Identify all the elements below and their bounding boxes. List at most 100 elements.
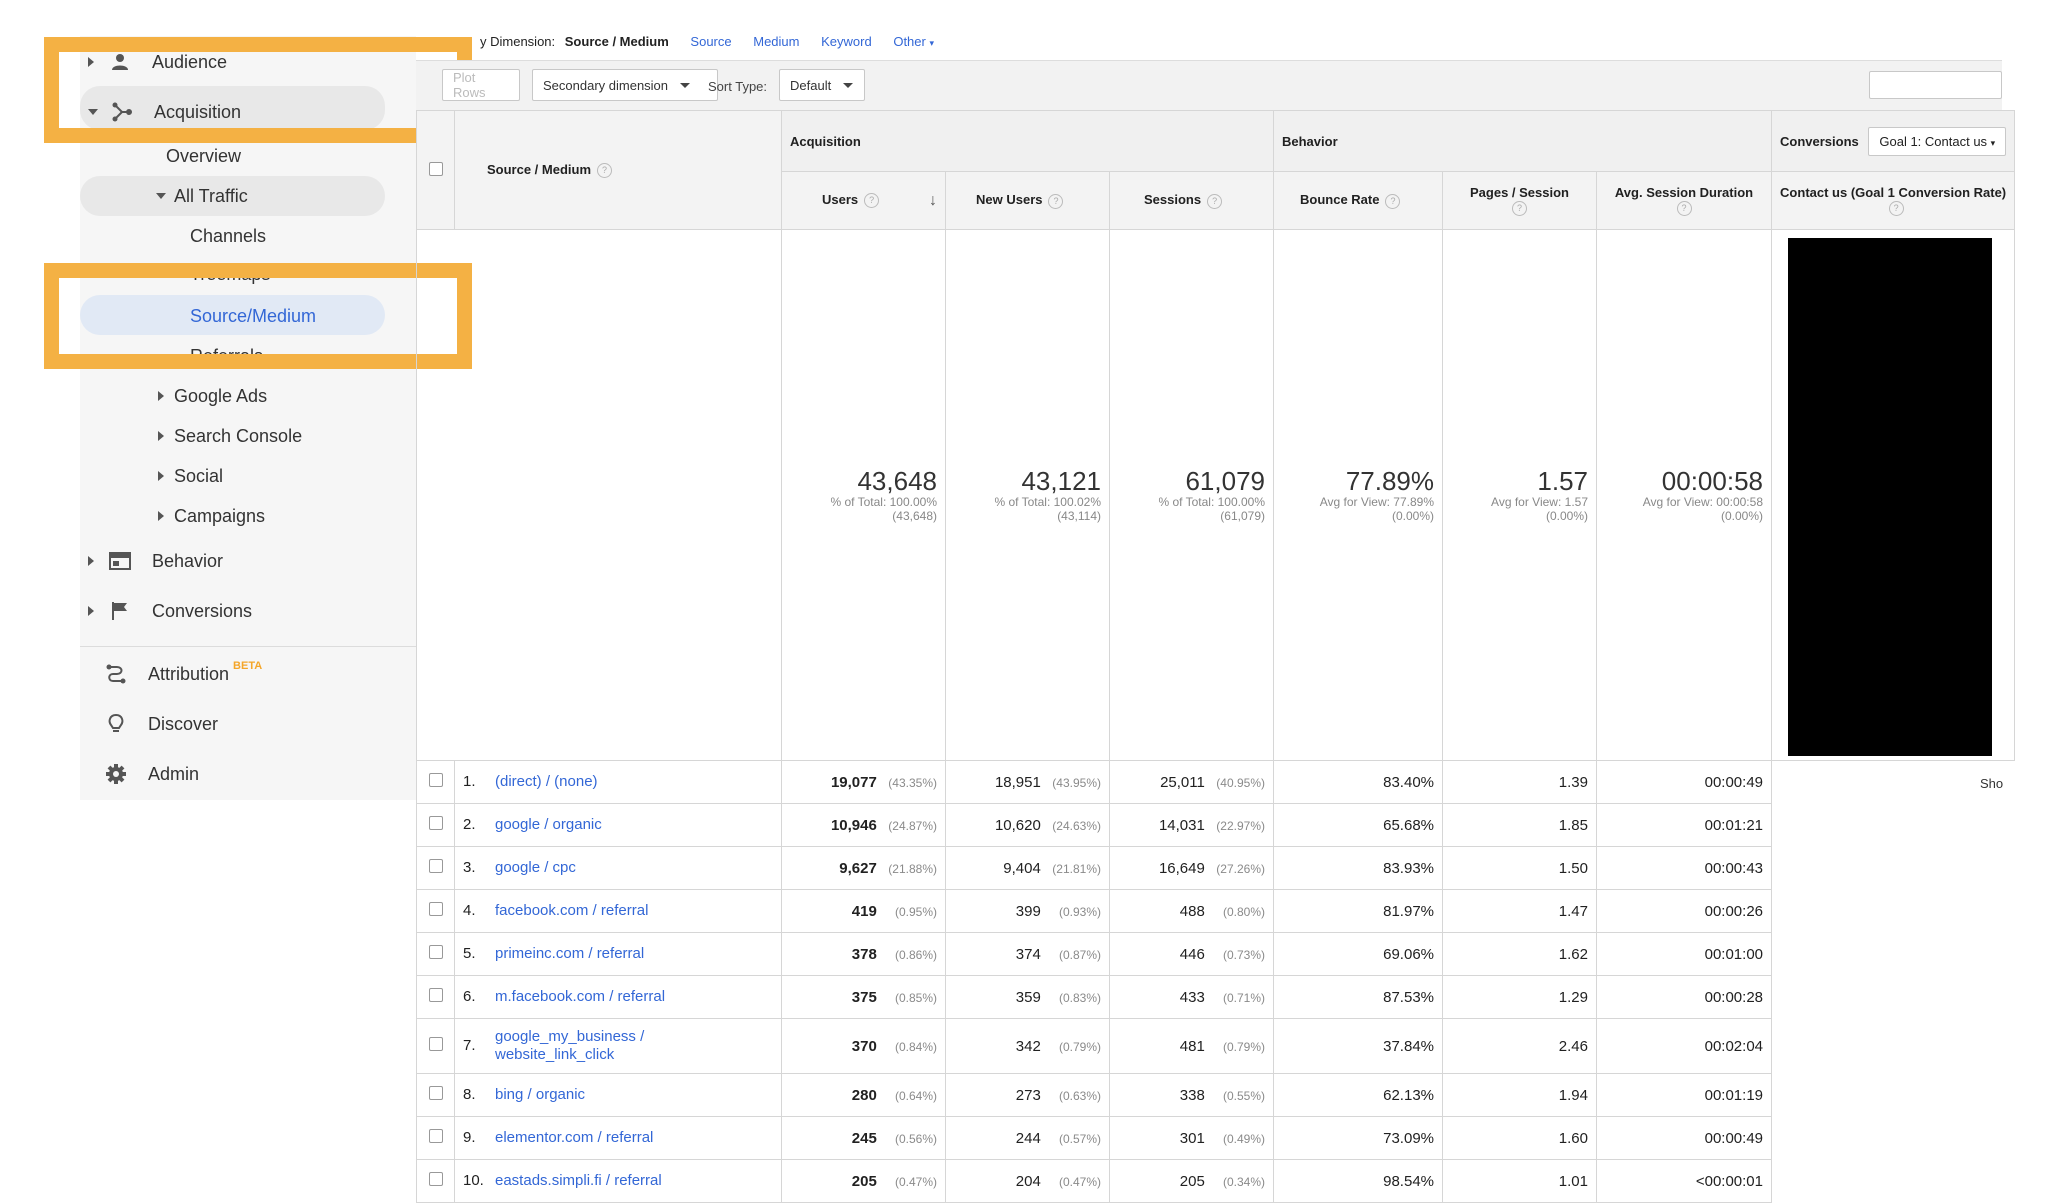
dimension-link-medium[interactable]: Medium <box>753 34 800 49</box>
row-select-cell[interactable] <box>416 1073 455 1117</box>
sidebar-item-label: Conversions <box>152 600 253 621</box>
goal-dropdown[interactable]: Goal 1: Contact us ▾ <box>1868 126 2007 156</box>
dimension-header[interactable]: Source / Medium? <box>454 110 782 230</box>
sidebar-item-referrals[interactable]: Referrals <box>190 340 263 372</box>
row-select-cell[interactable] <box>416 975 455 1019</box>
new-users-cell: 273 (0.63%) <box>945 1073 1110 1117</box>
table-search-input[interactable] <box>1869 71 2002 99</box>
sort-type-dropdown[interactable]: Default <box>779 69 865 101</box>
help-icon[interactable]: ? <box>1207 193 1223 209</box>
sort-type-label: Sort Type: <box>708 79 768 94</box>
pages-session-column-header[interactable]: Pages / Session? <box>1442 171 1597 230</box>
row-select-cell[interactable] <box>416 803 455 847</box>
dimension-link[interactable]: primeinc.com / referral <box>495 945 645 963</box>
row-number: 2. <box>463 815 476 833</box>
new-users-cell: 374 (0.87%) <box>945 932 1110 976</box>
row-select-cell[interactable] <box>416 1159 455 1203</box>
row-checkbox[interactable] <box>428 773 443 787</box>
row-checkbox[interactable] <box>428 945 443 959</box>
row-checkbox[interactable] <box>428 1037 443 1051</box>
sidebar-item-admin[interactable]: Admin <box>104 754 199 794</box>
help-icon[interactable]: ? <box>1048 193 1064 209</box>
sidebar-item-all-traffic[interactable]: All Traffic <box>156 176 248 216</box>
bounce-rate-cell: 69.06% <box>1273 932 1443 976</box>
users-cell: 245 (0.56%) <box>781 1116 946 1160</box>
dimension-link[interactable]: google / cpc <box>495 859 576 877</box>
help-icon[interactable]: ? <box>1512 201 1527 217</box>
dimension-link[interactable]: bing / organic <box>495 1086 586 1104</box>
row-checkbox[interactable] <box>428 902 443 916</box>
row-select-cell[interactable] <box>416 1116 455 1160</box>
help-icon[interactable]: ? <box>1888 201 1904 217</box>
new-users-cell: 9,404 (21.81%) <box>945 846 1110 890</box>
help-icon[interactable]: ? <box>1385 193 1401 209</box>
dimension-link[interactable]: facebook.com / referral <box>495 902 649 920</box>
row-checkbox[interactable] <box>428 859 443 873</box>
sidebar-item-source-medium[interactable]: Source/Medium <box>190 296 316 336</box>
help-icon[interactable]: ? <box>597 163 613 179</box>
select-all-cell[interactable] <box>416 110 455 230</box>
sidebar-item-discover[interactable]: Discover <box>104 704 218 744</box>
sort-down-icon[interactable]: ↓ <box>929 191 937 209</box>
dimension-link[interactable]: (direct) / (none) <box>495 773 598 791</box>
row-select-cell[interactable] <box>416 1018 455 1074</box>
dimension-link[interactable]: eastads.simpli.fi / referral <box>495 1172 662 1190</box>
sidebar-item-treemaps[interactable]: Treemaps <box>190 256 270 292</box>
dimension-link[interactable]: google / organic <box>495 816 602 834</box>
plot-rows-button[interactable]: Plot Rows <box>442 69 520 101</box>
sidebar-item-search-console[interactable]: Search Console <box>158 416 302 456</box>
avg-duration-column-header[interactable]: Avg. Session Duration? <box>1596 171 1772 230</box>
collapse-arrow-icon <box>88 109 98 115</box>
sidebar-item-google-ads[interactable]: Google Ads <box>158 376 267 416</box>
new-users-value: 244 <box>1015 1129 1041 1147</box>
row-select-cell[interactable] <box>416 889 455 933</box>
dimension-link-other[interactable]: Other ▾ <box>893 34 934 49</box>
new-users-cell: 359 (0.83%) <box>945 975 1110 1019</box>
users-value: 9,627 <box>839 859 877 877</box>
sidebar-item-acquisition[interactable]: Acquisition <box>88 92 241 132</box>
secondary-dimension-dropdown[interactable]: Secondary dimension <box>532 69 718 101</box>
row-select-cell[interactable] <box>416 846 455 890</box>
dimension-link[interactable]: google_my_business / website_link_click <box>495 1028 645 1063</box>
sidebar-item-attribution[interactable]: Attribution BETA <box>104 654 262 694</box>
row-checkbox[interactable] <box>428 988 443 1002</box>
flag-icon <box>108 599 132 623</box>
row-checkbox[interactable] <box>428 1129 443 1143</box>
pages-session-cell: 1.94 <box>1442 1073 1597 1117</box>
help-icon[interactable]: ? <box>864 192 880 208</box>
dimension-link-source[interactable]: Source <box>690 34 732 49</box>
behavior-icon <box>108 549 132 573</box>
row-checkbox[interactable] <box>428 1086 443 1100</box>
row-select-cell[interactable] <box>416 760 455 804</box>
sidebar-item-overview[interactable]: Overview <box>166 136 241 176</box>
dimension-link[interactable]: elementor.com / referral <box>495 1129 654 1147</box>
sidebar-item-audience[interactable]: Audience <box>88 42 227 82</box>
sidebar-item-social[interactable]: Social <box>158 456 223 496</box>
dimension-link[interactable]: m.facebook.com / referral <box>495 988 666 1006</box>
new-users-value: 399 <box>1015 902 1041 920</box>
select-all-checkbox[interactable] <box>428 161 443 176</box>
sidebar-item-conversions[interactable]: Conversions <box>88 591 252 631</box>
sidebar-item-label: Attribution <box>148 663 230 684</box>
row-checkbox[interactable] <box>428 1172 443 1186</box>
bounce-rate-cell: 98.54% <box>1273 1159 1443 1203</box>
sidebar-item-channels[interactable]: Channels <box>190 216 266 256</box>
avg-duration-cell: <00:00:01 <box>1596 1159 1772 1203</box>
pages-session-cell: 2.46 <box>1442 1018 1597 1074</box>
bounce-rate-column-header[interactable]: Bounce Rate? <box>1273 171 1443 230</box>
new-users-column-header[interactable]: New Users? <box>945 171 1110 230</box>
users-column-header[interactable]: Users? ↓ <box>781 171 946 230</box>
row-checkbox[interactable] <box>428 816 443 830</box>
sessions-column-header[interactable]: Sessions? <box>1109 171 1274 230</box>
avg-duration-cell: 00:01:21 <box>1596 803 1772 847</box>
help-icon[interactable]: ? <box>1676 201 1692 217</box>
bounce-rate-cell: 62.13% <box>1273 1073 1443 1117</box>
sidebar-item-campaigns[interactable]: Campaigns <box>158 496 265 536</box>
sidebar-item-label: Behavior <box>152 550 224 571</box>
row-select-cell[interactable] <box>416 932 455 976</box>
sidebar-item-behavior[interactable]: Behavior <box>88 541 223 581</box>
contact-rate-column-header[interactable]: Contact us (Goal 1 Conversion Rate)? <box>1770 171 2016 230</box>
row-number: 7. <box>463 1036 476 1054</box>
new-users-percent: (21.81%) <box>1052 861 1101 876</box>
dimension-link-keyword[interactable]: Keyword <box>821 34 872 49</box>
